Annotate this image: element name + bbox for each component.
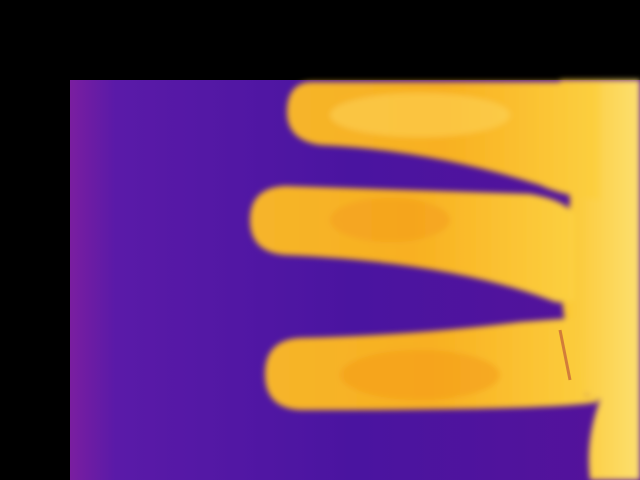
- warm-spot: [340, 350, 500, 400]
- finger: [250, 186, 575, 303]
- warm-spot: [330, 198, 450, 242]
- hand: [250, 80, 640, 480]
- warm-spot: [330, 93, 510, 137]
- ring-edge: [558, 329, 572, 381]
